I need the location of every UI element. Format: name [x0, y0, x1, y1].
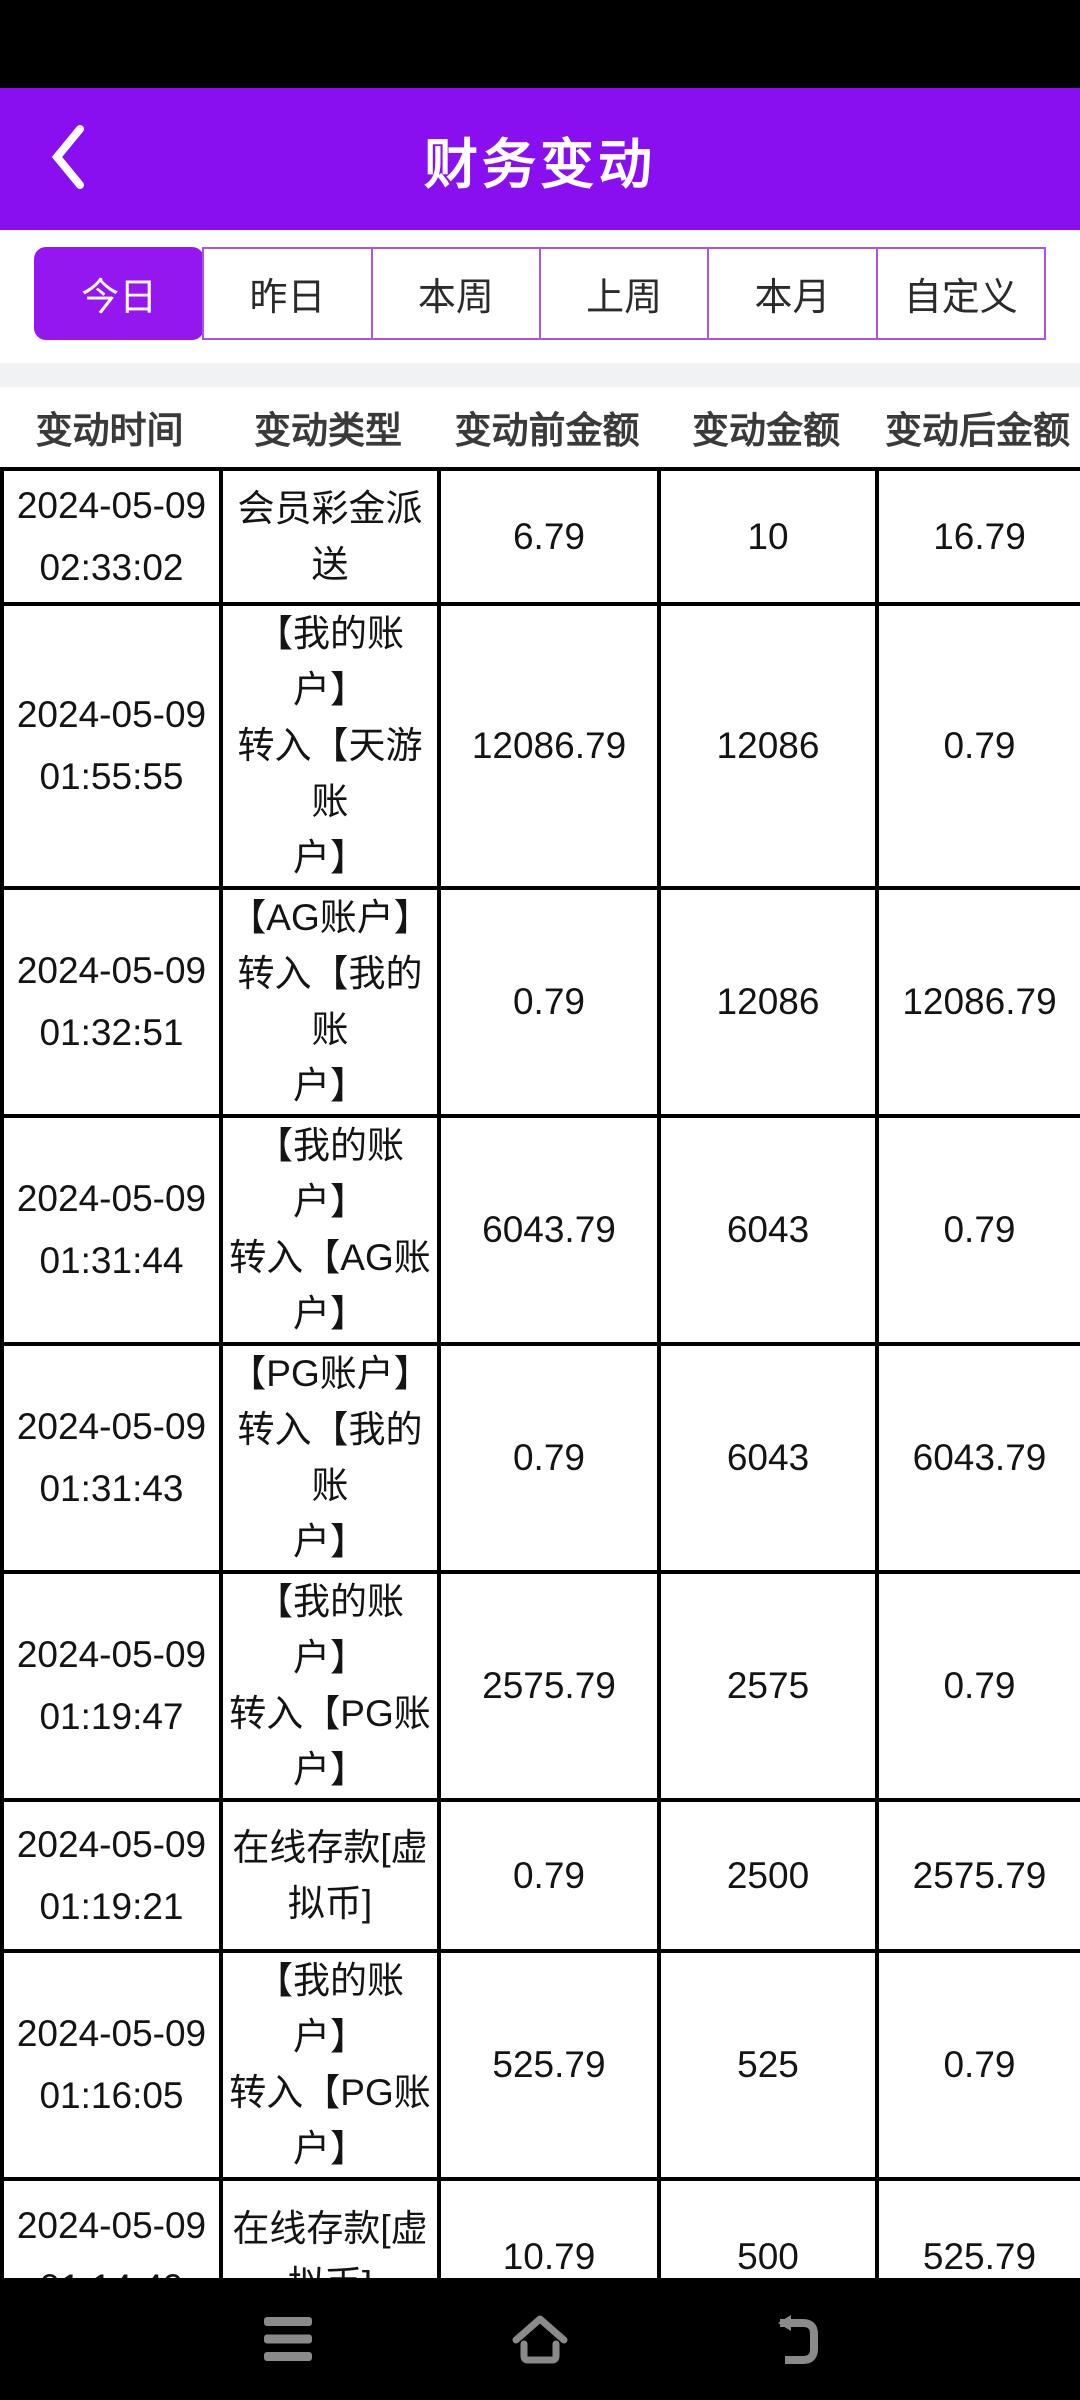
cell-change-amount: 525 [657, 1949, 879, 2181]
cell-change-amount: 2500 [657, 1798, 879, 1953]
cell-after-amount: 0.79 [875, 602, 1080, 890]
tab-last-week[interactable]: 上周 [538, 247, 710, 340]
cell-after-amount: 16.79 [875, 467, 1080, 606]
table-column-headers: 变动时间 变动类型 变动前金额 变动金额 变动后金额 [0, 387, 1080, 467]
cell-type: 【我的账户】 转入【PG账 户】 [219, 1949, 441, 2181]
cell-time: 2024-05-09 01:14:49 [0, 2177, 223, 2278]
cell-change-amount: 6043 [657, 1114, 879, 1346]
back-button[interactable] [38, 119, 98, 199]
status-bar [0, 0, 1080, 88]
section-divider [0, 363, 1080, 387]
cell-before-amount: 10.79 [437, 2177, 661, 2278]
cell-time: 2024-05-09 01:16:05 [0, 1949, 223, 2181]
tab-yesterday[interactable]: 昨日 [202, 247, 373, 340]
table-row: 2024-05-09 01:32:51 【AG账户】 转入【我的账 户】 0.7… [0, 886, 1080, 1118]
cell-type: 【PG账户】 转入【我的账 户】 [219, 1342, 441, 1574]
cell-after-amount: 6043.79 [875, 1342, 1080, 1574]
back-icon [765, 2314, 819, 2364]
table-row: 2024-05-09 01:31:43 【PG账户】 转入【我的账 户】 0.7… [0, 1342, 1080, 1574]
home-button[interactable] [512, 2314, 568, 2364]
menu-icon [263, 2316, 313, 2362]
cell-after-amount: 2575.79 [875, 1798, 1080, 1953]
back-nav-button[interactable] [764, 2314, 820, 2364]
cell-before-amount: 0.79 [437, 1342, 661, 1574]
cell-time: 2024-05-09 01:55:55 [0, 602, 223, 890]
cell-type: 【我的账户】 转入【天游账 户】 [219, 602, 441, 890]
col-header-after-amount: 变动后金额 [885, 410, 1070, 451]
cell-type: 【AG账户】 转入【我的账 户】 [219, 886, 441, 1118]
cell-before-amount: 6.79 [437, 467, 661, 606]
cell-before-amount: 525.79 [437, 1949, 661, 2181]
cell-type: 在线存款[虚 拟币] [219, 1798, 441, 1953]
cell-after-amount: 525.79 [875, 2177, 1080, 2278]
chevron-left-icon [50, 124, 86, 195]
records-table-viewport[interactable]: 2024-05-09 02:33:02 会员彩金派送 6.79 10 16.79… [0, 467, 1080, 2278]
cell-after-amount: 0.79 [875, 1570, 1080, 1802]
page-title: 财务变动 [424, 134, 656, 195]
cell-before-amount: 12086.79 [437, 602, 661, 890]
cell-after-amount: 12086.79 [875, 886, 1080, 1118]
tab-today[interactable]: 今日 [34, 247, 205, 340]
cell-time: 2024-05-09 02:33:02 [0, 467, 223, 606]
cell-change-amount: 500 [657, 2177, 879, 2278]
cell-before-amount: 2575.79 [437, 1570, 661, 1802]
cell-before-amount: 6043.79 [437, 1114, 661, 1346]
tab-this-week[interactable]: 本周 [370, 247, 541, 340]
android-nav-bar [0, 2278, 1080, 2400]
home-icon [511, 2314, 569, 2364]
records-table: 2024-05-09 02:33:02 会员彩金派送 6.79 10 16.79… [0, 467, 1080, 2278]
tab-this-month[interactable]: 本月 [707, 247, 878, 340]
date-filter-tab-bar: 今日 昨日 本周 上周 本月 自定义 [34, 247, 1046, 340]
table-row: 2024-05-09 01:14:49 在线存款[虚 拟币] 10.79 500… [0, 2177, 1080, 2278]
cell-before-amount: 0.79 [437, 1798, 661, 1953]
cell-change-amount: 10 [657, 467, 879, 606]
table-row: 2024-05-09 01:19:47 【我的账户】 转入【PG账 户】 257… [0, 1570, 1080, 1802]
table-row: 2024-05-09 01:31:44 【我的账户】 转入【AG账 户】 604… [0, 1114, 1080, 1346]
cell-type: 【我的账户】 转入【PG账 户】 [219, 1570, 441, 1802]
cell-time: 2024-05-09 01:31:43 [0, 1342, 223, 1574]
cell-type: 在线存款[虚 拟币] [219, 2177, 441, 2278]
cell-after-amount: 0.79 [875, 1114, 1080, 1346]
cell-time: 2024-05-09 01:32:51 [0, 886, 223, 1118]
app-header: 财务变动 [0, 88, 1080, 230]
cell-time: 2024-05-09 01:19:47 [0, 1570, 223, 1802]
col-header-change-amount: 变动金额 [692, 410, 840, 451]
col-header-before-amount: 变动前金额 [454, 410, 640, 451]
cell-time: 2024-05-09 01:31:44 [0, 1114, 223, 1346]
cell-type: 【我的账户】 转入【AG账 户】 [219, 1114, 441, 1346]
cell-type: 会员彩金派送 [219, 467, 441, 606]
table-row: 2024-05-09 01:19:21 在线存款[虚 拟币] 0.79 2500… [0, 1798, 1080, 1953]
col-header-type: 变动类型 [254, 410, 402, 451]
col-header-time: 变动时间 [35, 410, 184, 451]
menu-button[interactable] [260, 2314, 316, 2364]
cell-after-amount: 0.79 [875, 1949, 1080, 2181]
table-row: 2024-05-09 01:55:55 【我的账户】 转入【天游账 户】 120… [0, 602, 1080, 890]
cell-time: 2024-05-09 01:19:21 [0, 1798, 223, 1953]
cell-change-amount: 2575 [657, 1570, 879, 1802]
cell-change-amount: 6043 [657, 1342, 879, 1574]
cell-before-amount: 0.79 [437, 886, 661, 1118]
table-row: 2024-05-09 01:16:05 【我的账户】 转入【PG账 户】 525… [0, 1949, 1080, 2181]
table-row: 2024-05-09 02:33:02 会员彩金派送 6.79 10 16.79 [0, 467, 1080, 606]
cell-change-amount: 12086 [657, 886, 879, 1118]
tab-custom[interactable]: 自定义 [875, 247, 1046, 340]
cell-change-amount: 12086 [657, 602, 879, 890]
